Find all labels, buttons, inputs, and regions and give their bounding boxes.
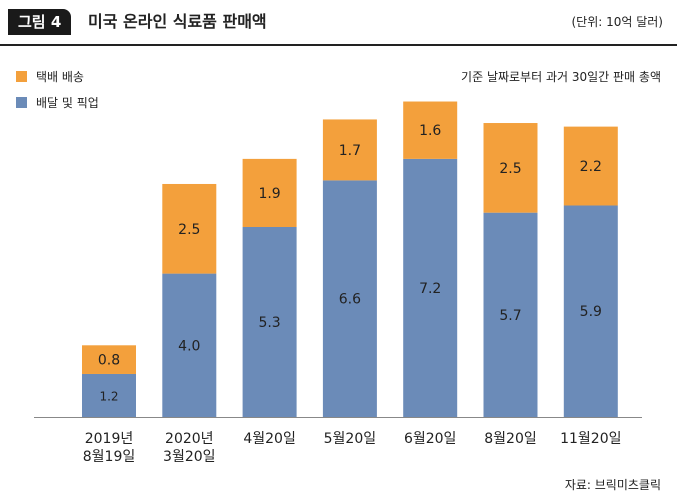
figure-number-badge: 그림 4 <box>8 9 72 35</box>
bar-delivery-7 <box>563 126 618 206</box>
value-label-delivery-5: 1.6 <box>419 123 441 139</box>
value-label-delivery-3: 1.9 <box>258 186 280 202</box>
bar-pickup-5 <box>403 158 458 417</box>
x-tick-label-5: 6월20일 <box>390 430 470 448</box>
x-tick-label-4: 5월20일 <box>310 430 390 448</box>
x-tick-label-line: 8월20일 <box>484 431 537 447</box>
x-tick-label-1: 2019년 8월19일 <box>69 430 149 466</box>
bar-pickup-1 <box>82 373 136 417</box>
value-label-delivery-4: 1.7 <box>339 143 361 159</box>
x-tick-label-line: 11월20일 <box>560 431 622 447</box>
value-label-pickup-2: 4.0 <box>178 338 200 354</box>
bar-pickup-2 <box>162 273 217 417</box>
value-label-delivery-2: 2.5 <box>178 222 200 238</box>
bar-pickup-6 <box>483 212 538 417</box>
period-note: 기준 날짜로부터 과거 30일간 판매 총액 <box>461 70 661 84</box>
x-tick-label-line: 3월20일 <box>163 449 216 465</box>
value-label-delivery-6: 2.5 <box>499 161 521 177</box>
x-tick-label-3: 4월20일 <box>230 430 310 448</box>
legend-item-delivery: 택배 배송 <box>16 69 84 85</box>
legend-swatch-delivery <box>16 71 27 82</box>
bar-delivery-4 <box>322 119 377 181</box>
value-label-delivery-7: 2.2 <box>580 159 602 175</box>
x-tick-label-line: 5월20일 <box>323 431 377 447</box>
value-label-pickup-3: 5.3 <box>258 315 280 331</box>
x-tick-label-2: 2020년 3월20일 <box>149 430 229 466</box>
x-tick-label-line: 8월19일 <box>82 449 136 465</box>
bar-pickup-4 <box>322 180 377 417</box>
x-tick-label-7: 11월20일 <box>551 430 631 448</box>
value-label-pickup-5: 7.2 <box>419 281 441 297</box>
bar-pickup-3 <box>242 226 297 417</box>
legend-label-delivery: 택배 배송 <box>36 70 84 84</box>
value-label-pickup-7: 5.9 <box>580 304 602 320</box>
value-label-pickup-1: 1.2 <box>99 389 118 403</box>
value-label-pickup-4: 6.6 <box>339 292 361 308</box>
bar-delivery-3 <box>242 158 297 227</box>
value-label-pickup-6: 5.7 <box>499 308 521 324</box>
unit-label: (단위: 10억 달러) <box>571 15 663 29</box>
legend-item-pickup: 배달 및 픽업 <box>16 95 99 111</box>
x-tick-label-line: 4월20일 <box>243 431 296 447</box>
bar-delivery-1 <box>82 345 136 374</box>
x-tick-label-line: 2020년 <box>165 431 214 447</box>
chart-title: 미국 온라인 식료품 판매액 <box>88 12 267 31</box>
x-tick-label-line: 2019년 <box>84 431 134 447</box>
bar-pickup-7 <box>563 205 618 417</box>
value-label-delivery-1: 0.8 <box>98 353 120 369</box>
legend-swatch-pickup <box>16 97 27 108</box>
x-tick-label-line: 6월20일 <box>403 431 457 447</box>
bar-delivery-6 <box>483 123 538 213</box>
bar-delivery-2 <box>162 183 217 274</box>
header-rule <box>0 44 677 46</box>
x-tick-label-6: 8월20일 <box>471 430 551 448</box>
bar-delivery-5 <box>403 101 458 159</box>
source-note: 자료: 브릭미츠클릭 <box>564 478 661 492</box>
figure-header: 그림 4 미국 온라인 식료품 판매액 (단위: 10억 달러) <box>0 0 677 44</box>
legend-label-pickup: 배달 및 픽업 <box>36 96 99 110</box>
